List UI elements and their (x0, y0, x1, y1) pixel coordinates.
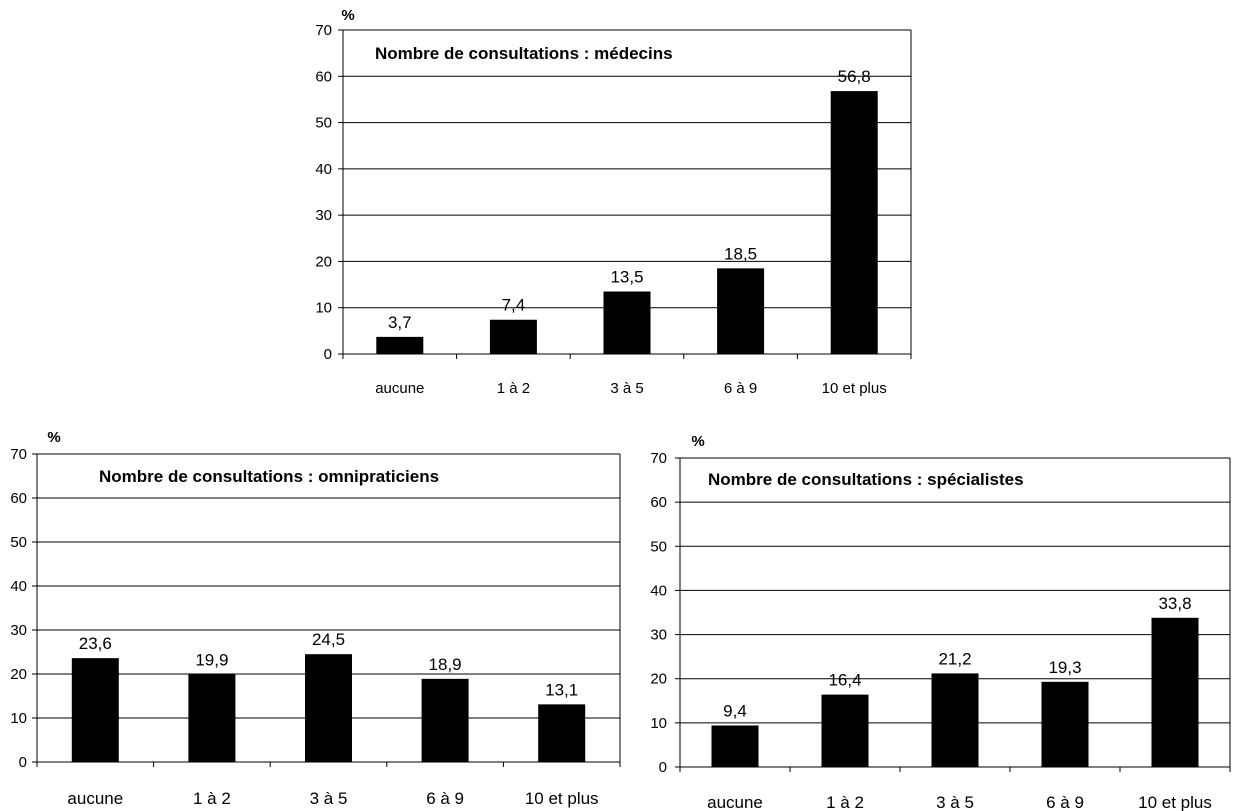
bar-2 (821, 694, 869, 767)
data-label: 56,8 (838, 67, 871, 86)
x-tick-label: 1 à 2 (497, 380, 530, 397)
data-label: 16,4 (828, 671, 861, 690)
data-label: 3,7 (388, 313, 412, 332)
x-tick-label: 3 à 5 (610, 380, 643, 397)
chart-medecins: 0 10 20 30 40 50 60 70% Nombre de consultations … (315, 7, 912, 397)
data-label: 18,9 (429, 655, 462, 674)
x-tick-label: 3 à 5 (310, 789, 348, 808)
bar-1 (711, 725, 759, 767)
x-tick-label: aucune (707, 793, 763, 811)
chart-omnipraticiens: 0 10 20 30 40 50 60 70% Nombre de consultations … (10, 429, 621, 808)
y-tick-label: 0 (324, 346, 332, 363)
y-tick-label: 0 (659, 759, 667, 776)
y-tick-label: 60 (650, 494, 667, 511)
data-label: 23,6 (79, 634, 112, 653)
data-label: 13,1 (545, 680, 578, 699)
x-tick-label: 10 et plus (1138, 793, 1212, 811)
y-tick-label: 70 (315, 22, 332, 39)
y-tick-label: 10 (315, 300, 332, 317)
y-tick-label: 10 (10, 710, 27, 727)
y-tick-label: 70 (650, 450, 667, 467)
y-tick-label: 50 (10, 534, 27, 551)
x-tick-label: 10 et plus (525, 789, 599, 808)
bar-5 (538, 704, 586, 762)
data-label: 13,5 (610, 268, 643, 287)
chart-title: Nombre de consultations : omnipraticiens (99, 467, 439, 486)
y-tick-label: 40 (315, 161, 332, 178)
bar-3 (603, 291, 651, 354)
x-tick-label: aucune (375, 380, 424, 397)
x-tick-label: 3 à 5 (936, 793, 974, 811)
y-axis-unit: % (47, 429, 60, 446)
y-tick-label: 10 (650, 715, 667, 732)
y-axis-unit: % (341, 7, 354, 24)
x-tick-label: 6 à 9 (724, 380, 757, 397)
data-label: 24,5 (312, 630, 345, 649)
bar-1 (376, 336, 424, 354)
bar-5 (830, 91, 878, 355)
chart-title: Nombre de consultations : médecins (375, 44, 673, 63)
bar-2 (188, 674, 236, 762)
bar-5 (1151, 617, 1199, 767)
y-tick-label: 0 (19, 754, 27, 771)
bar-3 (931, 673, 979, 767)
y-tick-label: 20 (650, 671, 667, 688)
x-tick-label: 6 à 9 (1046, 793, 1084, 811)
y-tick-label: 40 (650, 582, 667, 599)
y-tick-label: 50 (650, 538, 667, 555)
y-tick-label: 20 (10, 666, 27, 683)
data-label: 19,3 (1048, 658, 1081, 677)
bar-1 (71, 658, 119, 762)
data-label: 18,5 (724, 244, 757, 263)
bar-2 (489, 319, 537, 354)
data-label: 21,2 (938, 649, 971, 668)
y-tick-label: 60 (10, 490, 27, 507)
y-tick-label: 50 (315, 115, 332, 132)
data-label: 7,4 (502, 296, 526, 315)
x-tick-label: 6 à 9 (426, 789, 464, 808)
y-axis-unit: % (691, 433, 704, 450)
bar-4 (421, 678, 469, 762)
x-tick-label: 1 à 2 (193, 789, 231, 808)
x-tick-label: 1 à 2 (826, 793, 864, 811)
y-tick-label: 60 (315, 68, 332, 85)
y-tick-label: 40 (10, 578, 27, 595)
y-tick-label: 30 (650, 627, 667, 644)
data-label: 19,9 (195, 650, 228, 669)
x-tick-label: 10 et plus (822, 380, 887, 397)
bar-4 (1041, 681, 1089, 767)
bar-4 (717, 268, 765, 354)
chart-title: Nombre de consultations : spécialistes (708, 470, 1024, 489)
y-tick-label: 20 (315, 253, 332, 270)
data-label: 9,4 (723, 702, 747, 721)
y-tick-label: 30 (315, 207, 332, 224)
y-tick-label: 70 (10, 446, 27, 463)
chart-specialistes: 0 10 20 30 40 50 60 70% Nombre de consultations … (650, 433, 1231, 811)
x-tick-label: aucune (67, 789, 123, 808)
y-tick-label: 30 (10, 622, 27, 639)
data-label: 33,8 (1158, 594, 1191, 613)
bar-3 (305, 654, 352, 762)
